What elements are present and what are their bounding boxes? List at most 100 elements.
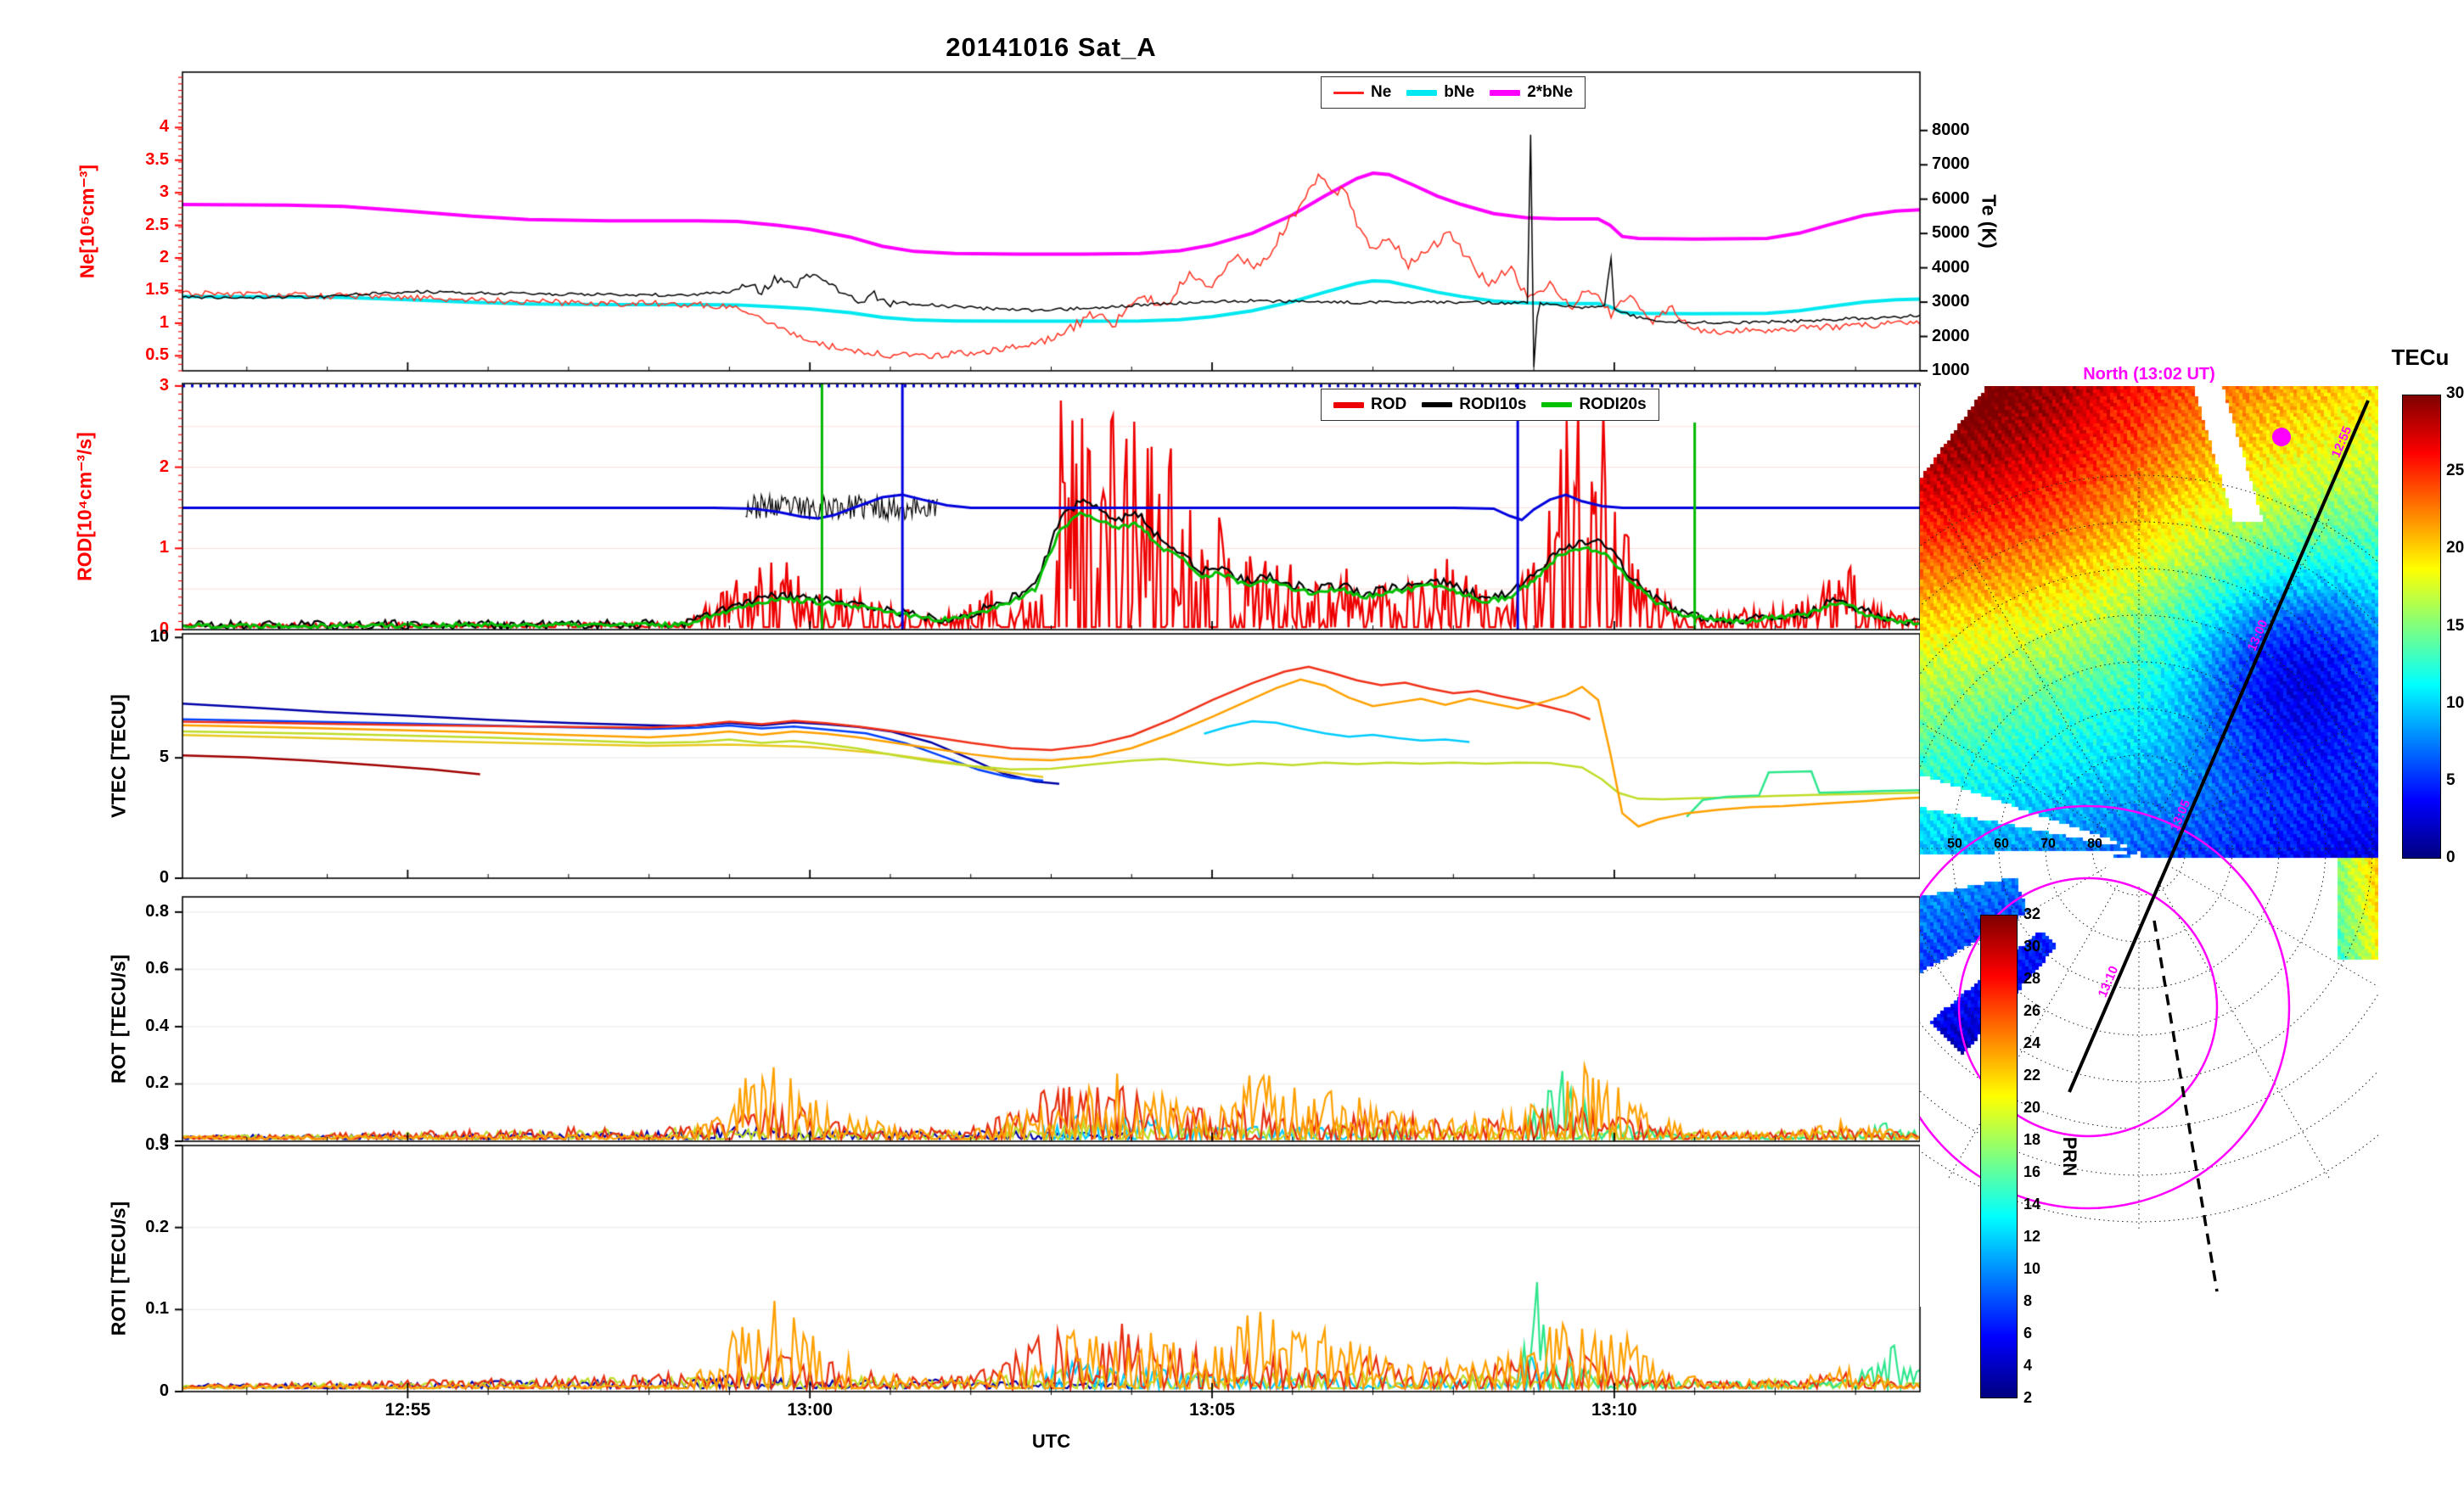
tecu-tick-label: 20 [2446,539,2464,557]
prn-tick-label: 30 [2023,938,2041,955]
rod-legend: ROD RODI10s RODI20s [1321,389,1659,421]
x-axis-label: UTC [1031,1431,1071,1452]
map-lat-label: 50 [1947,837,1962,851]
prn-tick-label: 4 [2023,1357,2033,1374]
legend-item: RODI10s [1422,395,1526,414]
legend-item: 2*bNe [1490,83,1573,102]
meridian-line [1947,881,2120,1179]
x-tick-label: 13:00 [787,1400,833,1420]
latitude-circle [1998,708,2280,989]
legend-label: RODI10s [1459,395,1527,413]
satellite-position-marker [2272,428,2291,446]
latitude-circle [1920,614,2373,1083]
legend-item: bNe [1406,83,1474,102]
legend-label: RODI20s [1579,395,1647,413]
tick-label: 0.2 [145,1073,169,1093]
tick-label: 4000 [1932,257,1970,277]
x-tick-label: 12:55 [384,1400,431,1420]
tick-label: 3 [159,375,169,395]
prn-tick-label: 12 [2023,1228,2041,1245]
footprint-circle-outer [1920,804,2291,1210]
tick-label: 0.8 [145,901,169,921]
tick-label: 5 [159,748,169,767]
tick-label: 3 [159,182,169,202]
legend-label: ROD [1371,395,1407,413]
latitude-circle [2045,754,2233,943]
tick-label: 0.2 [145,1217,169,1236]
map-lat-label: 70 [2040,837,2056,851]
tick-label: 7000 [1932,154,1970,174]
legend-line-sample [1422,402,1453,407]
tick-label: 2 [159,248,169,267]
tick-label: 0 [159,1381,169,1400]
satellite-track-dashed [2152,920,2219,1292]
tick-label: 0.6 [145,959,169,978]
legend-line-sample [1333,401,1364,408]
prn-tick-label: 20 [2023,1099,2041,1116]
x-tick-label: 13:10 [1591,1400,1637,1420]
prn-tick-label: 22 [2023,1067,2041,1084]
tecu-tick-label: 15 [2446,616,2464,635]
legend-line-sample [1406,89,1438,96]
tecu-tick-label: 25 [2446,462,2464,480]
latitude-circle [1951,661,2326,1036]
meridian-line [1947,518,2120,816]
tick-label: 0 [159,1131,169,1150]
tick-label: 0 [159,619,169,638]
prn-colorbar [1980,915,2018,1398]
latitude-circle [1920,568,2378,1129]
tick-label: 3.5 [145,149,169,169]
legend-line-sample [1541,402,1573,407]
tick-label: 0.1 [145,1299,169,1319]
prn-tick-label: 10 [2023,1260,2041,1277]
tick-label: 10 [149,627,169,647]
legend-line-sample [1333,91,1364,94]
tick-label: 0.4 [145,1016,169,1035]
tick-label: 0.3 [145,1135,169,1154]
prn-tick-label: 28 [2023,970,2041,987]
tick-label: 2 [159,457,169,476]
prn-tick-label: 24 [2023,1034,2041,1051]
meridian-line [2171,867,2378,988]
map-title: North (13:02 UT) [2083,365,2215,384]
tecu-colorbar-title: TECu [2391,344,2450,370]
map-lat-label: 80 [2087,837,2102,851]
tick-label: 0 [159,868,169,887]
tecu-tick-label: 30 [2446,384,2464,402]
ne-axis-label: Ne[10⁵cm⁻³] [76,164,98,279]
tick-label: 2.5 [145,215,169,234]
prn-colorbar-title: PRN [2059,1136,2080,1177]
x-tick-label: 13:05 [1189,1400,1235,1420]
tecu-tick-label: 0 [2446,849,2456,867]
legend-item: RODI20s [1541,395,1647,414]
latitude-circle [2091,801,2186,896]
prn-tick-label: 6 [2023,1325,2033,1342]
legend-line-sample [1490,89,1521,96]
ne-legend: Ne bNe 2*bNe [1321,76,1586,109]
legend-label: Ne [1371,83,1392,101]
tick-label: 1000 [1932,361,1970,379]
tecu-tick-label: 5 [2446,771,2456,789]
tick-label: 0.5 [145,345,169,365]
meridian-line [2158,881,2331,1179]
tick-label: 4 [159,117,169,137]
prn-tick-label: 18 [2023,1131,2041,1148]
prn-tick-label: 8 [2023,1292,2033,1309]
meridian-line [2171,709,2378,830]
rod-axis-label: ROD[10⁴cm⁻³/s] [73,432,96,581]
tecu-colorbar [2402,395,2441,859]
meridian-line [2158,518,2331,816]
map-overlay [1920,400,2378,1292]
prn-tick-label: 14 [2023,1196,2041,1213]
prn-tick-label: 26 [2023,1002,2041,1019]
prn-tick-label: 32 [2023,905,2041,922]
footprint-circle-inner [1957,877,2219,1138]
tick-label: 8000 [1932,120,1970,139]
tick-label: 5000 [1932,223,1970,243]
tick-label: 3000 [1932,292,1970,311]
tecu-tick-label: 10 [2446,693,2464,712]
prn-tick-label: 2 [2023,1389,2033,1406]
tick-label: 1 [159,538,169,557]
tick-label: 1.5 [145,280,169,300]
